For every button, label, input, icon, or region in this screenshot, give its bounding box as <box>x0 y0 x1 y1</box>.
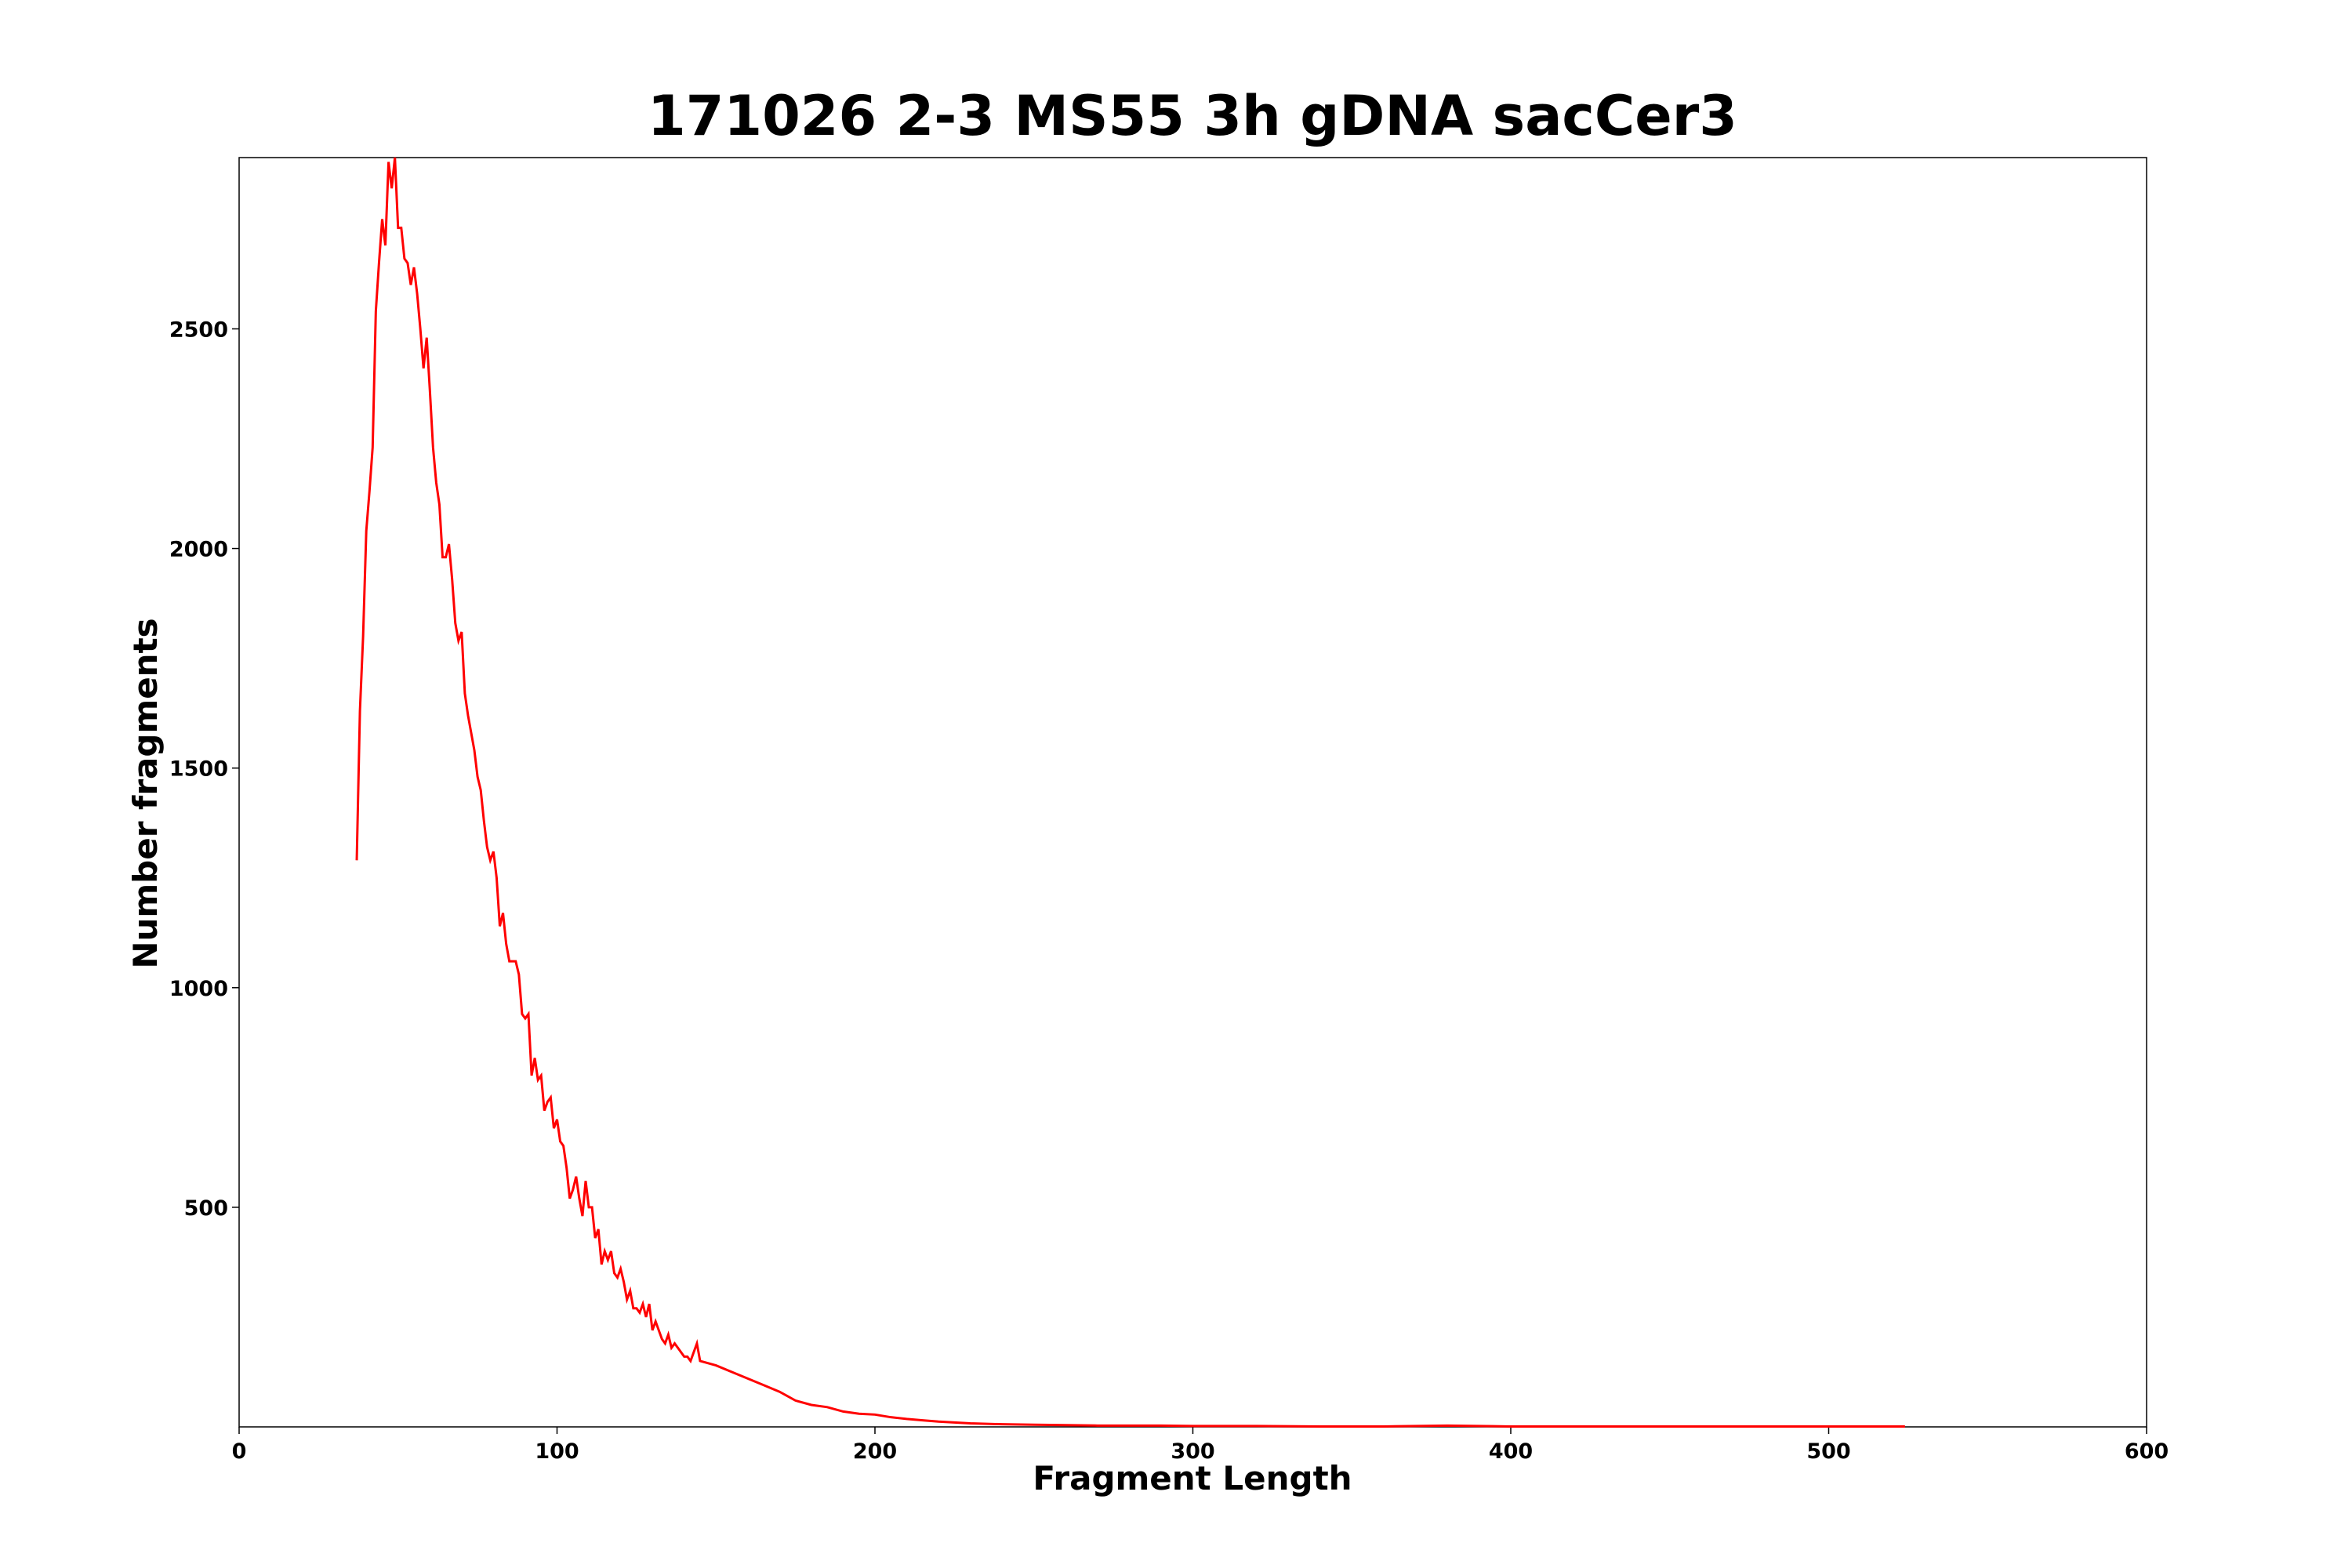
x-tick-label: 500 <box>1806 1439 1850 1464</box>
chart-title: 171026 2-3 MS55 3h gDNA sacCer3 <box>648 84 1737 148</box>
y-tick-label: 500 <box>184 1196 228 1221</box>
x-tick-label: 0 <box>232 1439 247 1464</box>
x-tick-label: 600 <box>2125 1439 2169 1464</box>
data-line <box>355 157 1905 1428</box>
x-tick-label: 200 <box>853 1439 897 1464</box>
y-tick-label: 2500 <box>169 318 228 342</box>
y-tick-label: 1000 <box>169 977 228 1001</box>
x-tick-label: 400 <box>1489 1439 1533 1464</box>
x-tick-label: 100 <box>535 1439 579 1464</box>
y-tick-label: 2000 <box>169 538 228 562</box>
x-tick-label: 300 <box>1171 1439 1214 1464</box>
y-tick-label: 1500 <box>169 757 228 782</box>
x-axis-label: Fragment Length <box>1033 1459 1352 1497</box>
y-axis-label: Number fragments <box>126 618 165 968</box>
